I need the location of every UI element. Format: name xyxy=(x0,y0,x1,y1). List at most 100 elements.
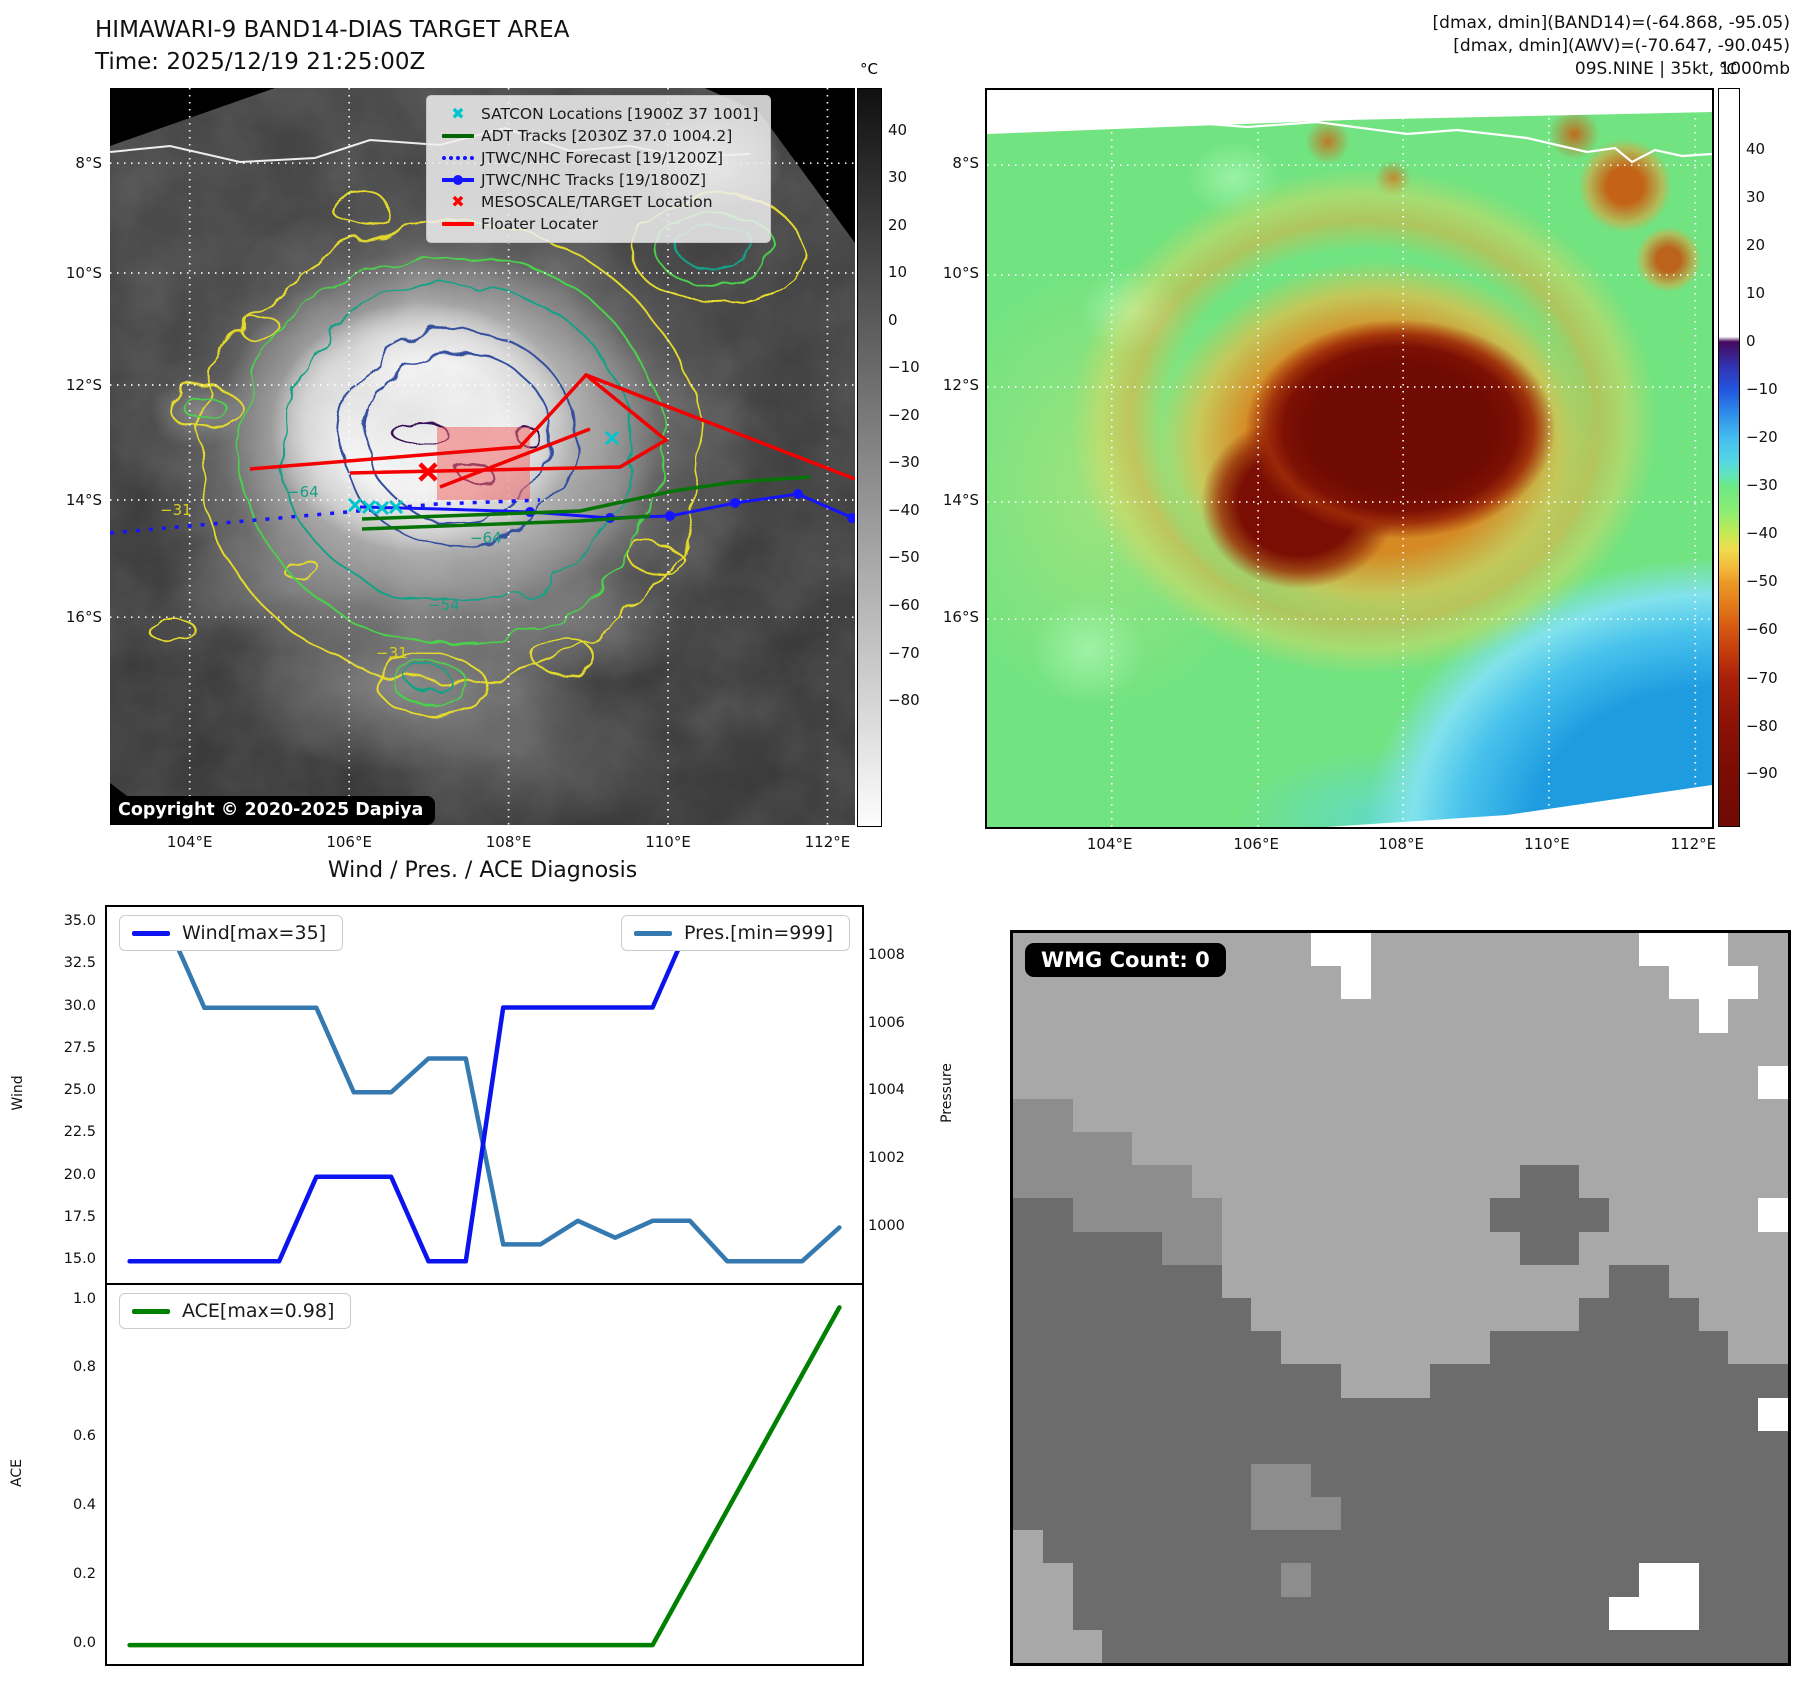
wmg-cell xyxy=(1400,1563,1431,1597)
colorbar-tick-label: 0 xyxy=(1746,331,1756,350)
wmg-cell xyxy=(1579,933,1610,967)
wmg-cell xyxy=(1460,1264,1490,1298)
wmg-cell xyxy=(1758,1596,1788,1630)
page-title: HIMAWARI-9 BAND14-DIAS TARGET AREA xyxy=(95,17,570,43)
wmg-cell xyxy=(1430,1198,1461,1232)
wmg-cell xyxy=(1400,1530,1431,1564)
wmg-cell xyxy=(1549,1497,1580,1531)
wmg-cell xyxy=(1579,1198,1610,1232)
contour-value-label: −31 xyxy=(160,501,192,519)
wmg-cell xyxy=(1102,1132,1133,1166)
wmg-cell xyxy=(1191,1098,1222,1133)
wmg-cell xyxy=(1758,1629,1788,1663)
colorbar-tick-label: −10 xyxy=(888,358,920,377)
pressure-legend: Pres.[min=999] xyxy=(621,915,850,951)
wmg-cell xyxy=(1251,1463,1282,1498)
wmg-cell xyxy=(1698,999,1729,1033)
colorbar-tick-label: −20 xyxy=(888,406,920,425)
satcon-markers xyxy=(347,430,620,516)
wmg-cell xyxy=(1609,1264,1639,1298)
wmg-cell xyxy=(1102,999,1133,1033)
wmg-cell xyxy=(1519,1298,1550,1332)
adt-track-lines xyxy=(361,475,811,531)
y-tick-label: 12°S xyxy=(65,376,102,394)
wind-legend-swatch xyxy=(132,930,170,936)
wmg-cell xyxy=(1519,966,1550,1000)
wmg-cell xyxy=(1072,1065,1103,1099)
colorbar-tick-label: 20 xyxy=(1746,235,1766,254)
pressure-tick-label: 1006 xyxy=(868,1014,905,1031)
wmg-cell xyxy=(1638,1165,1669,1199)
contour-value-label: −64 xyxy=(287,483,319,501)
wmg-cell xyxy=(1698,1596,1729,1630)
x-tick-label: 106°E xyxy=(326,833,372,851)
wmg-cell xyxy=(1281,1065,1312,1099)
pressure-legend-swatch xyxy=(634,930,672,936)
wmg-cell xyxy=(1370,1364,1401,1398)
wmg-cell xyxy=(1311,1596,1341,1630)
ace-tick-label: 0.2 xyxy=(72,1566,96,1583)
wmg-cell xyxy=(1281,1596,1312,1630)
wmg-cell xyxy=(1132,1463,1163,1498)
wmg-cell xyxy=(1340,1132,1371,1166)
wmg-cell xyxy=(1221,1298,1252,1332)
wmg-cell xyxy=(1519,1065,1550,1099)
x-tick-label: 104°E xyxy=(166,833,213,851)
wmg-cell xyxy=(1758,999,1788,1033)
wmg-cell xyxy=(1430,1497,1461,1531)
wmg-cell xyxy=(1013,1331,1043,1365)
wmg-cell xyxy=(1400,1629,1431,1663)
wmg-cell xyxy=(1519,1563,1550,1597)
map-legend-item: ✖ MESOSCALE/TARGET Location xyxy=(435,191,758,213)
wmg-cell xyxy=(1132,999,1163,1033)
wmg-cell xyxy=(1042,1165,1073,1199)
wmg-cell xyxy=(1311,1463,1341,1498)
wmg-cell xyxy=(1519,1463,1550,1498)
wmg-cell xyxy=(1132,1032,1163,1066)
wmg-cell xyxy=(1042,1098,1073,1133)
wmg-cell xyxy=(1340,1231,1371,1265)
wmg-cell xyxy=(1400,1264,1431,1298)
wmg-cell xyxy=(1340,1530,1371,1564)
wmg-cell xyxy=(1132,1364,1163,1398)
wmg-cell xyxy=(1609,1298,1639,1332)
wmg-cell xyxy=(1311,1098,1341,1133)
wmg-cell xyxy=(1281,1298,1312,1332)
wmg-cell xyxy=(1430,1132,1461,1166)
x-marker-icon: ✖ xyxy=(451,192,465,211)
wmg-cell xyxy=(1460,1032,1490,1066)
wmg-cell xyxy=(1668,1596,1699,1630)
contour-teal xyxy=(278,221,754,692)
wmg-cell xyxy=(1460,966,1490,1000)
wmg-cell xyxy=(1728,1497,1759,1531)
wmg-cell xyxy=(1340,966,1371,1000)
wmg-cell xyxy=(1519,1331,1550,1365)
wmg-cell xyxy=(1072,1596,1103,1630)
wmg-cell xyxy=(1579,1463,1610,1498)
wmg-cell xyxy=(1102,1298,1133,1332)
wmg-cell xyxy=(1221,1032,1252,1066)
wmg-cell xyxy=(1430,1032,1461,1066)
wmg-cell xyxy=(1728,1132,1759,1166)
colorbar-tick-label: −70 xyxy=(888,643,920,662)
wmg-cell xyxy=(1728,1165,1759,1199)
band14-colorbar-unit: °C xyxy=(860,60,878,78)
wmg-cell xyxy=(1519,1098,1550,1133)
wmg-cell xyxy=(1638,1530,1669,1564)
wmg-cell xyxy=(1549,999,1580,1033)
colorbar-tick-label: 10 xyxy=(1746,283,1766,302)
wmg-cell xyxy=(1489,1629,1520,1663)
wmg-cell xyxy=(1489,966,1520,1000)
wmg-cell xyxy=(1340,1596,1371,1630)
pressure-tick-label: 1004 xyxy=(868,1082,905,1099)
wmg-cell xyxy=(1400,999,1431,1033)
wmg-cell xyxy=(1221,999,1252,1033)
wmg-cell xyxy=(1489,1596,1520,1630)
wmg-cell xyxy=(1013,1198,1043,1232)
no-data-bottom-strip xyxy=(1327,785,1712,827)
wmg-cell xyxy=(1013,1430,1043,1464)
wmg-cell xyxy=(1311,1629,1341,1663)
wmg-cell xyxy=(1609,966,1639,1000)
coastline-path xyxy=(1156,118,1712,164)
wmg-cell xyxy=(1221,1098,1252,1133)
